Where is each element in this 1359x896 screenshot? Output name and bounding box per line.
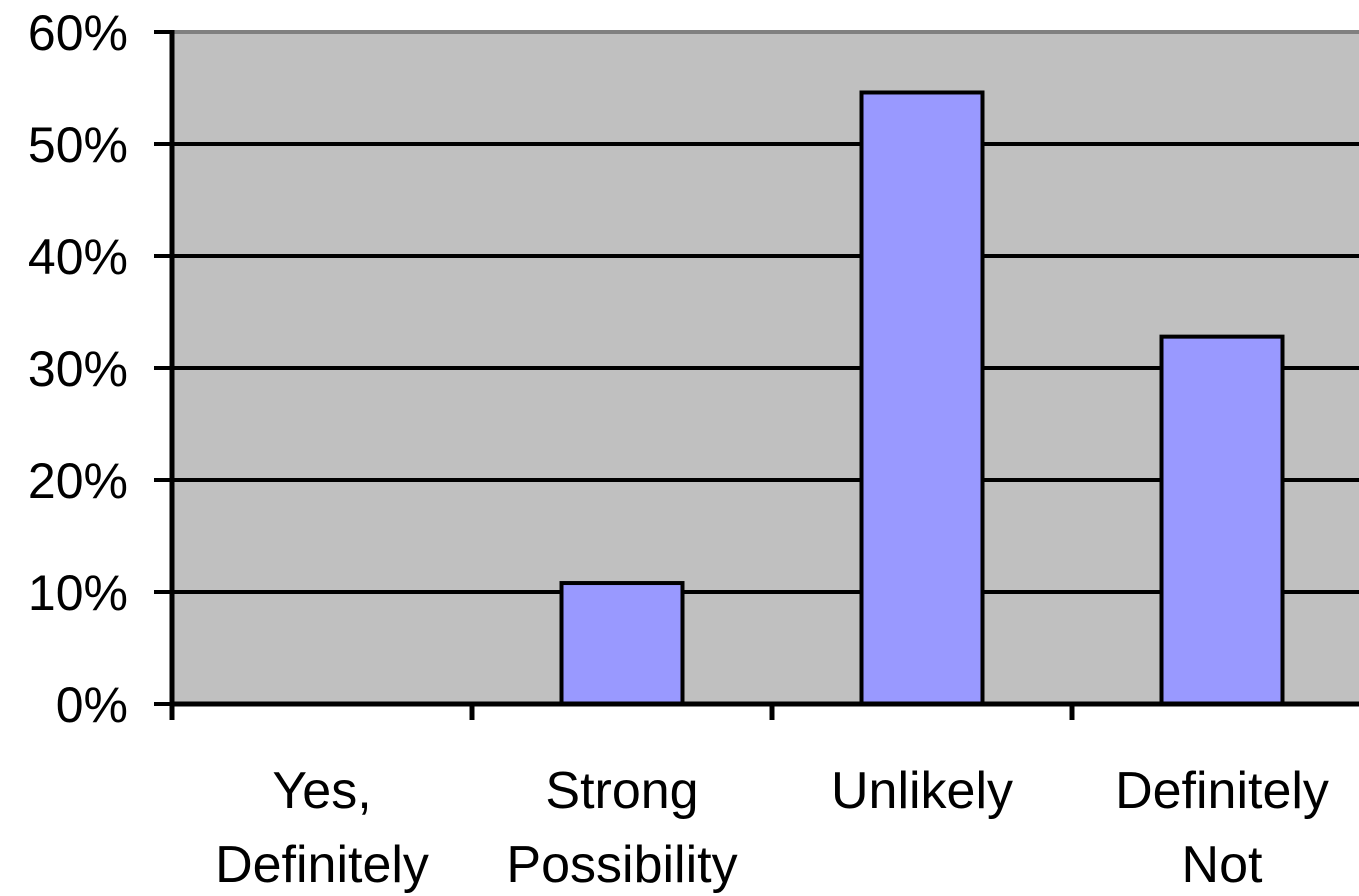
x-category-label: Strong (545, 762, 698, 820)
y-tick-label: 60% (28, 5, 128, 61)
x-category-label: Definitely (1115, 762, 1329, 820)
x-category-label: Definitely (215, 836, 429, 894)
y-tick-label: 10% (28, 565, 128, 621)
x-category-label: Possibility (506, 836, 737, 894)
y-tick-label: 50% (28, 117, 128, 173)
y-tick-label: 30% (28, 341, 128, 397)
bar (859, 90, 985, 707)
bar (559, 581, 685, 706)
x-category-labels: Yes, Definitely Strong Possibility Unlikely D… (215, 762, 1329, 894)
x-category-label: Yes, (272, 762, 371, 820)
y-tick-label: 0% (56, 677, 128, 733)
y-tick-label: 40% (28, 229, 128, 285)
y-tick-label: 20% (28, 453, 128, 509)
x-category-label: Unlikely (831, 762, 1013, 820)
x-category-label: Not (1182, 836, 1263, 894)
y-tick-labels: 0% 10% 20% 30% 40% 50% 60% (28, 5, 128, 733)
bar (1159, 334, 1285, 706)
axes (169, 30, 1359, 720)
